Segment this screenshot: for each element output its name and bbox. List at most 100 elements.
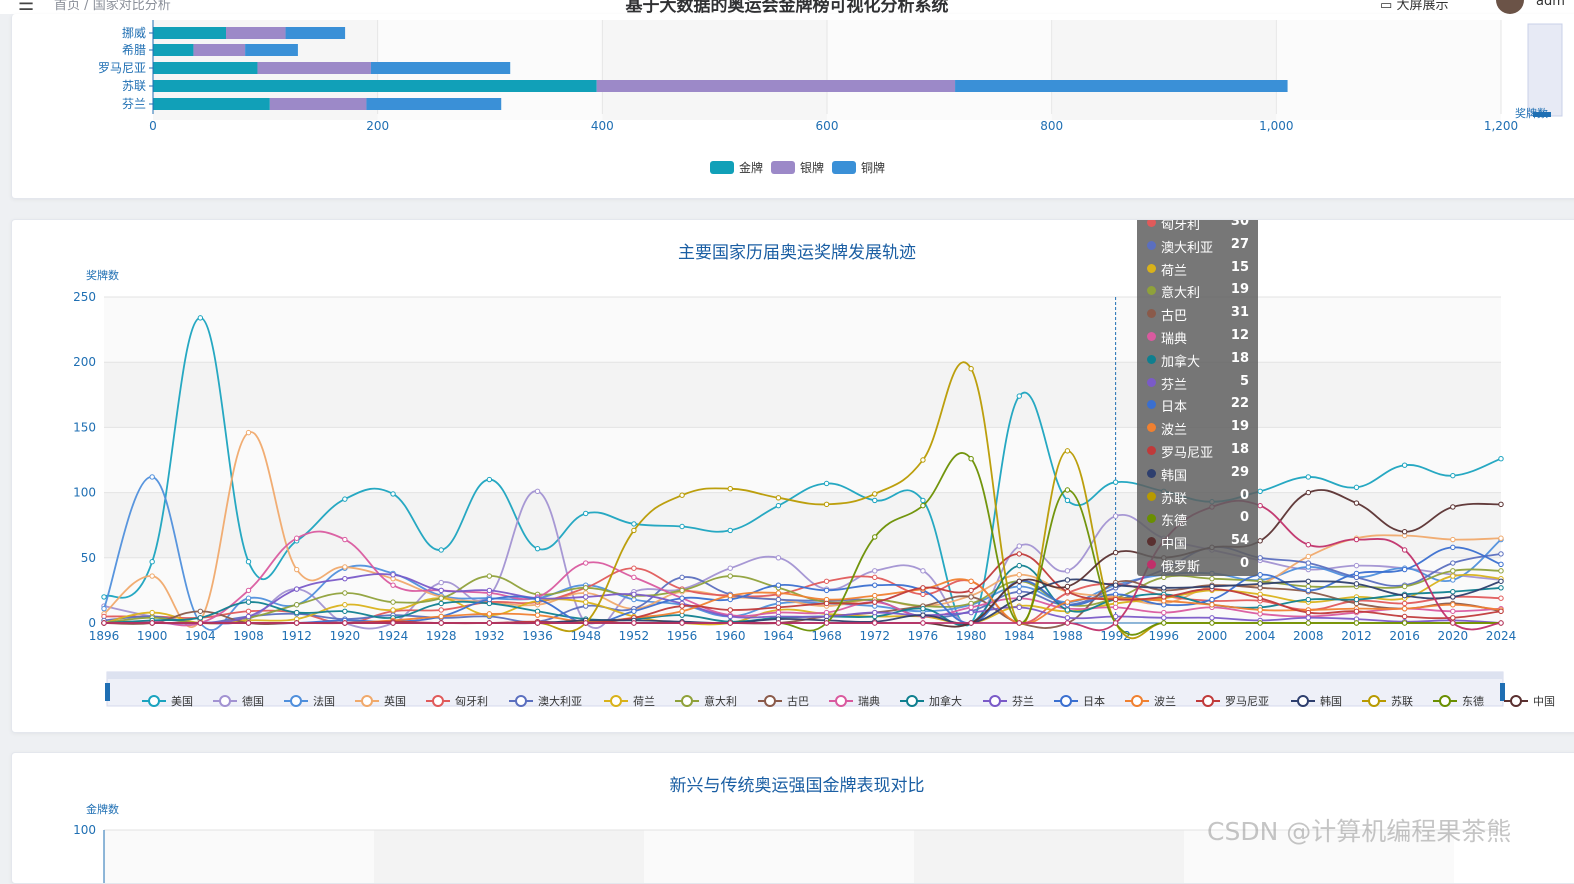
data-point[interactable] bbox=[1161, 609, 1167, 616]
data-point[interactable] bbox=[1498, 561, 1504, 568]
data-point[interactable] bbox=[486, 620, 493, 626]
data-point[interactable] bbox=[293, 602, 300, 608]
data-point[interactable] bbox=[1257, 538, 1263, 544]
data-point[interactable] bbox=[1401, 529, 1408, 535]
series-line-澳大利亚[interactable] bbox=[103, 546, 1502, 624]
data-point[interactable] bbox=[1161, 615, 1167, 621]
legend-item-古巴[interactable]: 古巴 bbox=[758, 695, 809, 708]
data-point[interactable] bbox=[679, 620, 685, 626]
data-point[interactable] bbox=[1401, 547, 1408, 553]
data-point[interactable] bbox=[631, 521, 637, 527]
data-point[interactable] bbox=[775, 555, 782, 561]
data-point[interactable] bbox=[872, 497, 878, 504]
data-point[interactable] bbox=[1305, 542, 1312, 548]
user-name[interactable]: adm bbox=[1536, 0, 1565, 9]
data-point[interactable] bbox=[486, 573, 493, 579]
data-point[interactable] bbox=[1064, 589, 1071, 595]
data-point[interactable] bbox=[1450, 472, 1456, 479]
data-point[interactable] bbox=[1498, 595, 1504, 601]
data-point[interactable] bbox=[101, 594, 107, 600]
datazoom-slider[interactable] bbox=[1527, 23, 1563, 117]
data-point[interactable] bbox=[727, 485, 733, 492]
data-point[interactable] bbox=[293, 586, 300, 592]
data-point[interactable] bbox=[920, 457, 926, 463]
data-point[interactable] bbox=[342, 620, 348, 626]
legend-label[interactable]: 银牌 bbox=[800, 161, 824, 175]
data-point[interactable] bbox=[920, 497, 926, 504]
data-point[interactable] bbox=[390, 582, 396, 588]
data-point[interactable] bbox=[1305, 609, 1312, 616]
data-point[interactable] bbox=[968, 455, 974, 462]
data-point[interactable] bbox=[1209, 575, 1215, 582]
data-point[interactable] bbox=[534, 545, 541, 552]
data-point[interactable] bbox=[631, 574, 637, 581]
data-point[interactable] bbox=[727, 565, 733, 571]
data-point[interactable] bbox=[1064, 497, 1071, 504]
data-point[interactable] bbox=[1161, 620, 1167, 626]
data-point[interactable] bbox=[1016, 562, 1022, 569]
data-point[interactable] bbox=[1450, 608, 1456, 614]
series-line-荷兰[interactable] bbox=[103, 573, 1502, 626]
data-point[interactable] bbox=[727, 573, 733, 579]
data-point[interactable] bbox=[1257, 488, 1263, 494]
data-point[interactable] bbox=[390, 607, 396, 613]
data-point[interactable] bbox=[1450, 589, 1456, 595]
data-point[interactable] bbox=[197, 608, 204, 614]
data-point[interactable] bbox=[727, 613, 733, 620]
data-point[interactable] bbox=[968, 578, 974, 584]
data-point[interactable] bbox=[1209, 620, 1215, 626]
data-point[interactable] bbox=[1305, 474, 1312, 480]
data-point[interactable] bbox=[1016, 620, 1022, 626]
data-point[interactable] bbox=[438, 613, 444, 620]
data-point[interactable] bbox=[1450, 536, 1456, 543]
data-point[interactable] bbox=[1257, 555, 1263, 561]
data-point[interactable] bbox=[823, 480, 830, 487]
data-point[interactable] bbox=[1257, 607, 1263, 613]
legend-item-加拿大[interactable]: 加拿大 bbox=[900, 694, 962, 708]
bar-银牌[interactable] bbox=[226, 27, 286, 39]
data-point[interactable] bbox=[1498, 578, 1504, 584]
data-point[interactable] bbox=[1401, 620, 1408, 626]
data-point[interactable] bbox=[679, 523, 685, 530]
data-point[interactable] bbox=[679, 595, 685, 601]
data-point[interactable] bbox=[1257, 581, 1263, 587]
data-point[interactable] bbox=[1498, 608, 1504, 614]
data-point[interactable] bbox=[583, 560, 589, 566]
data-point[interactable] bbox=[1112, 582, 1119, 588]
data-point[interactable] bbox=[1450, 504, 1456, 510]
data-point[interactable] bbox=[631, 591, 637, 598]
data-point[interactable] bbox=[1161, 594, 1167, 600]
data-point[interactable] bbox=[342, 608, 348, 614]
data-point[interactable] bbox=[1450, 620, 1456, 626]
data-point[interactable] bbox=[727, 607, 733, 613]
data-point[interactable] bbox=[293, 566, 300, 573]
data-point[interactable] bbox=[1305, 578, 1312, 584]
data-point[interactable] bbox=[1353, 620, 1360, 626]
legend-item-韩国[interactable]: 韩国 bbox=[1291, 694, 1342, 708]
data-point[interactable] bbox=[342, 575, 348, 582]
data-point[interactable] bbox=[101, 605, 107, 612]
data-point[interactable] bbox=[1257, 572, 1263, 578]
data-point[interactable] bbox=[486, 587, 493, 594]
data-point[interactable] bbox=[438, 595, 444, 601]
data-point[interactable] bbox=[1209, 596, 1215, 603]
data-point[interactable] bbox=[583, 620, 589, 626]
legend-label[interactable]: 金牌 bbox=[739, 160, 763, 175]
legend-swatch[interactable] bbox=[832, 161, 856, 174]
legend-swatch[interactable] bbox=[710, 161, 734, 174]
bar-金牌[interactable] bbox=[153, 27, 227, 39]
data-point[interactable] bbox=[823, 587, 830, 594]
bar-金牌[interactable] bbox=[153, 44, 194, 56]
legend-item-美国[interactable]: 美国 bbox=[142, 695, 193, 708]
data-point[interactable] bbox=[1209, 615, 1215, 621]
data-point[interactable] bbox=[727, 620, 733, 626]
data-point[interactable] bbox=[1064, 615, 1071, 621]
data-point[interactable] bbox=[1016, 393, 1022, 399]
data-point[interactable] bbox=[1064, 620, 1071, 626]
data-point[interactable] bbox=[1498, 535, 1504, 541]
data-point[interactable] bbox=[1401, 600, 1408, 607]
data-point[interactable] bbox=[534, 596, 541, 603]
data-point[interactable] bbox=[1401, 462, 1408, 468]
bar-银牌[interactable] bbox=[193, 44, 246, 56]
data-point[interactable] bbox=[631, 527, 637, 534]
